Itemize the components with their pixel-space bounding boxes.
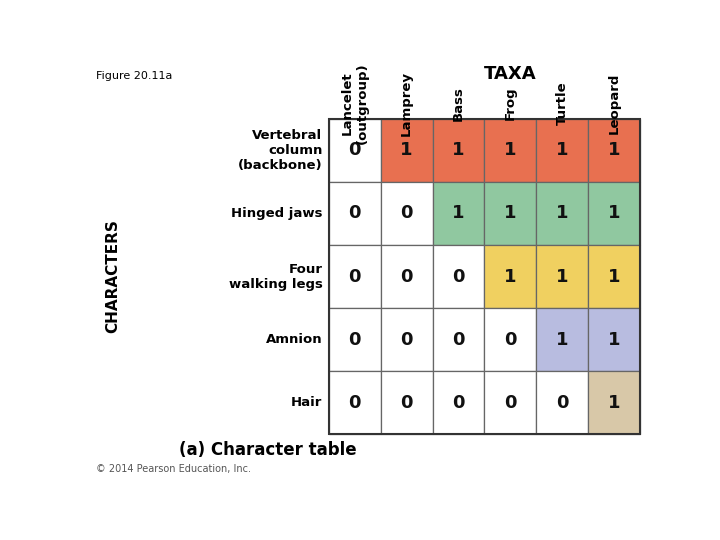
Bar [536, 245, 588, 308]
Text: 0: 0 [452, 394, 465, 412]
Text: 0: 0 [400, 205, 413, 222]
Bar [588, 119, 640, 182]
Bar [588, 372, 640, 434]
Bar [381, 308, 433, 372]
Text: Hinged jaws: Hinged jaws [231, 207, 323, 220]
Text: TAXA: TAXA [484, 65, 536, 83]
Text: 1: 1 [400, 141, 413, 159]
Text: 0: 0 [348, 267, 361, 286]
Bar [536, 308, 588, 372]
Bar [588, 245, 640, 308]
Text: 0: 0 [504, 330, 517, 349]
Text: Bass: Bass [452, 86, 465, 121]
Bar [329, 245, 381, 308]
Text: Hair: Hair [291, 396, 323, 409]
Text: 0: 0 [452, 330, 465, 349]
Text: 1: 1 [608, 330, 621, 349]
Text: 0: 0 [348, 330, 361, 349]
Text: (a) Character table: (a) Character table [179, 441, 356, 459]
Text: 1: 1 [608, 141, 621, 159]
Bar [329, 119, 640, 434]
Bar [433, 182, 485, 245]
Text: 1: 1 [452, 205, 465, 222]
Bar [485, 245, 536, 308]
Bar [485, 119, 536, 182]
Text: Lancelet
(outgroup): Lancelet (outgroup) [341, 63, 369, 144]
Bar [588, 182, 640, 245]
Bar [329, 182, 381, 245]
Text: 0: 0 [556, 394, 569, 412]
Text: Four
walking legs: Four walking legs [229, 262, 323, 291]
Bar [433, 308, 485, 372]
Text: CHARACTERS: CHARACTERS [106, 220, 121, 334]
Text: 1: 1 [556, 141, 569, 159]
Bar [485, 372, 536, 434]
Text: 0: 0 [348, 205, 361, 222]
Text: Frog: Frog [504, 86, 517, 120]
Bar [433, 245, 485, 308]
Bar [329, 308, 381, 372]
Text: Leopard: Leopard [608, 72, 621, 134]
Text: Lamprey: Lamprey [400, 71, 413, 136]
Bar [381, 182, 433, 245]
Text: 0: 0 [348, 141, 361, 159]
Text: 0: 0 [400, 394, 413, 412]
Text: 0: 0 [452, 267, 465, 286]
Bar [433, 372, 485, 434]
Bar [381, 119, 433, 182]
Bar [588, 308, 640, 372]
Bar [536, 372, 588, 434]
Text: Amnion: Amnion [266, 333, 323, 346]
Text: 1: 1 [608, 267, 621, 286]
Text: 1: 1 [556, 267, 569, 286]
Text: 0: 0 [400, 330, 413, 349]
Text: 1: 1 [556, 330, 569, 349]
Bar [381, 245, 433, 308]
Text: 1: 1 [608, 205, 621, 222]
Text: 1: 1 [504, 141, 517, 159]
Text: 1: 1 [504, 205, 517, 222]
Text: © 2014 Pearson Education, Inc.: © 2014 Pearson Education, Inc. [96, 464, 251, 475]
Bar [329, 119, 381, 182]
Bar [485, 308, 536, 372]
Text: 0: 0 [504, 394, 517, 412]
Text: Figure 20.11a: Figure 20.11a [96, 71, 173, 81]
Bar [536, 119, 588, 182]
Text: 0: 0 [348, 394, 361, 412]
Bar [329, 372, 381, 434]
Text: 1: 1 [452, 141, 465, 159]
Bar [433, 119, 485, 182]
Text: 1: 1 [608, 394, 621, 412]
Text: 1: 1 [504, 267, 517, 286]
Bar [485, 182, 536, 245]
Text: 0: 0 [400, 267, 413, 286]
Text: Turtle: Turtle [556, 82, 569, 125]
Bar [381, 372, 433, 434]
Text: 1: 1 [556, 205, 569, 222]
Text: Vertebral
column
(backbone): Vertebral column (backbone) [238, 129, 323, 172]
Bar [536, 182, 588, 245]
